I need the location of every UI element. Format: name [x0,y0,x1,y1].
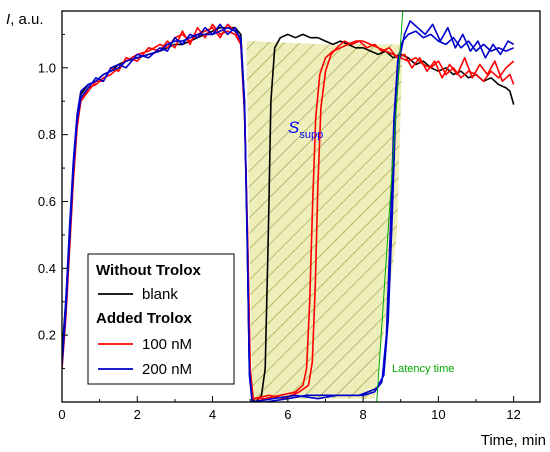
area-label: Ssupp [288,118,323,141]
y-tick-label-0.4: 0.4 [38,261,56,276]
x-axis-title: Time, min [481,432,546,449]
y-axis-title: I, a.u. [6,11,44,28]
x-tick-label-4: 4 [209,407,216,422]
x-tick-label-8: 8 [359,407,366,422]
legend: Without Trolox blank Added Trolox 100 nM… [87,253,235,385]
legend-header-added: Added Trolox [96,310,192,327]
legend-label-100nm: 100 nM [142,336,192,353]
latency-label: Latency time [392,363,454,375]
y-axis-title-italic: I [6,11,10,28]
y-tick-label-0.8: 0.8 [38,127,56,142]
area-label-sub: supp [299,129,323,141]
series-line-5 [62,20,515,402]
hatched-area [246,41,403,399]
x-tick-label-2: 2 [134,407,141,422]
area-label-main: S [288,118,300,137]
legend-box [87,253,235,385]
legend-header-without: Without Trolox [96,262,202,279]
x-tick-label-6: 6 [284,407,291,422]
y-axis-title-rest: , a.u. [10,11,43,28]
legend-label-200nm: 200 nM [142,361,192,378]
y-tick-label-0.6: 0.6 [38,194,56,209]
y-tick-label-0.2: 0.2 [38,328,56,343]
x-tick-label-0: 0 [58,407,65,422]
y-tick-label-1: 1.0 [38,60,56,75]
latency-line [376,11,404,402]
plot-frame [61,10,541,403]
x-tick-label-10: 10 [431,407,445,422]
x-tick-label-12: 12 [506,407,520,422]
legend-label-blank: blank [142,286,178,303]
